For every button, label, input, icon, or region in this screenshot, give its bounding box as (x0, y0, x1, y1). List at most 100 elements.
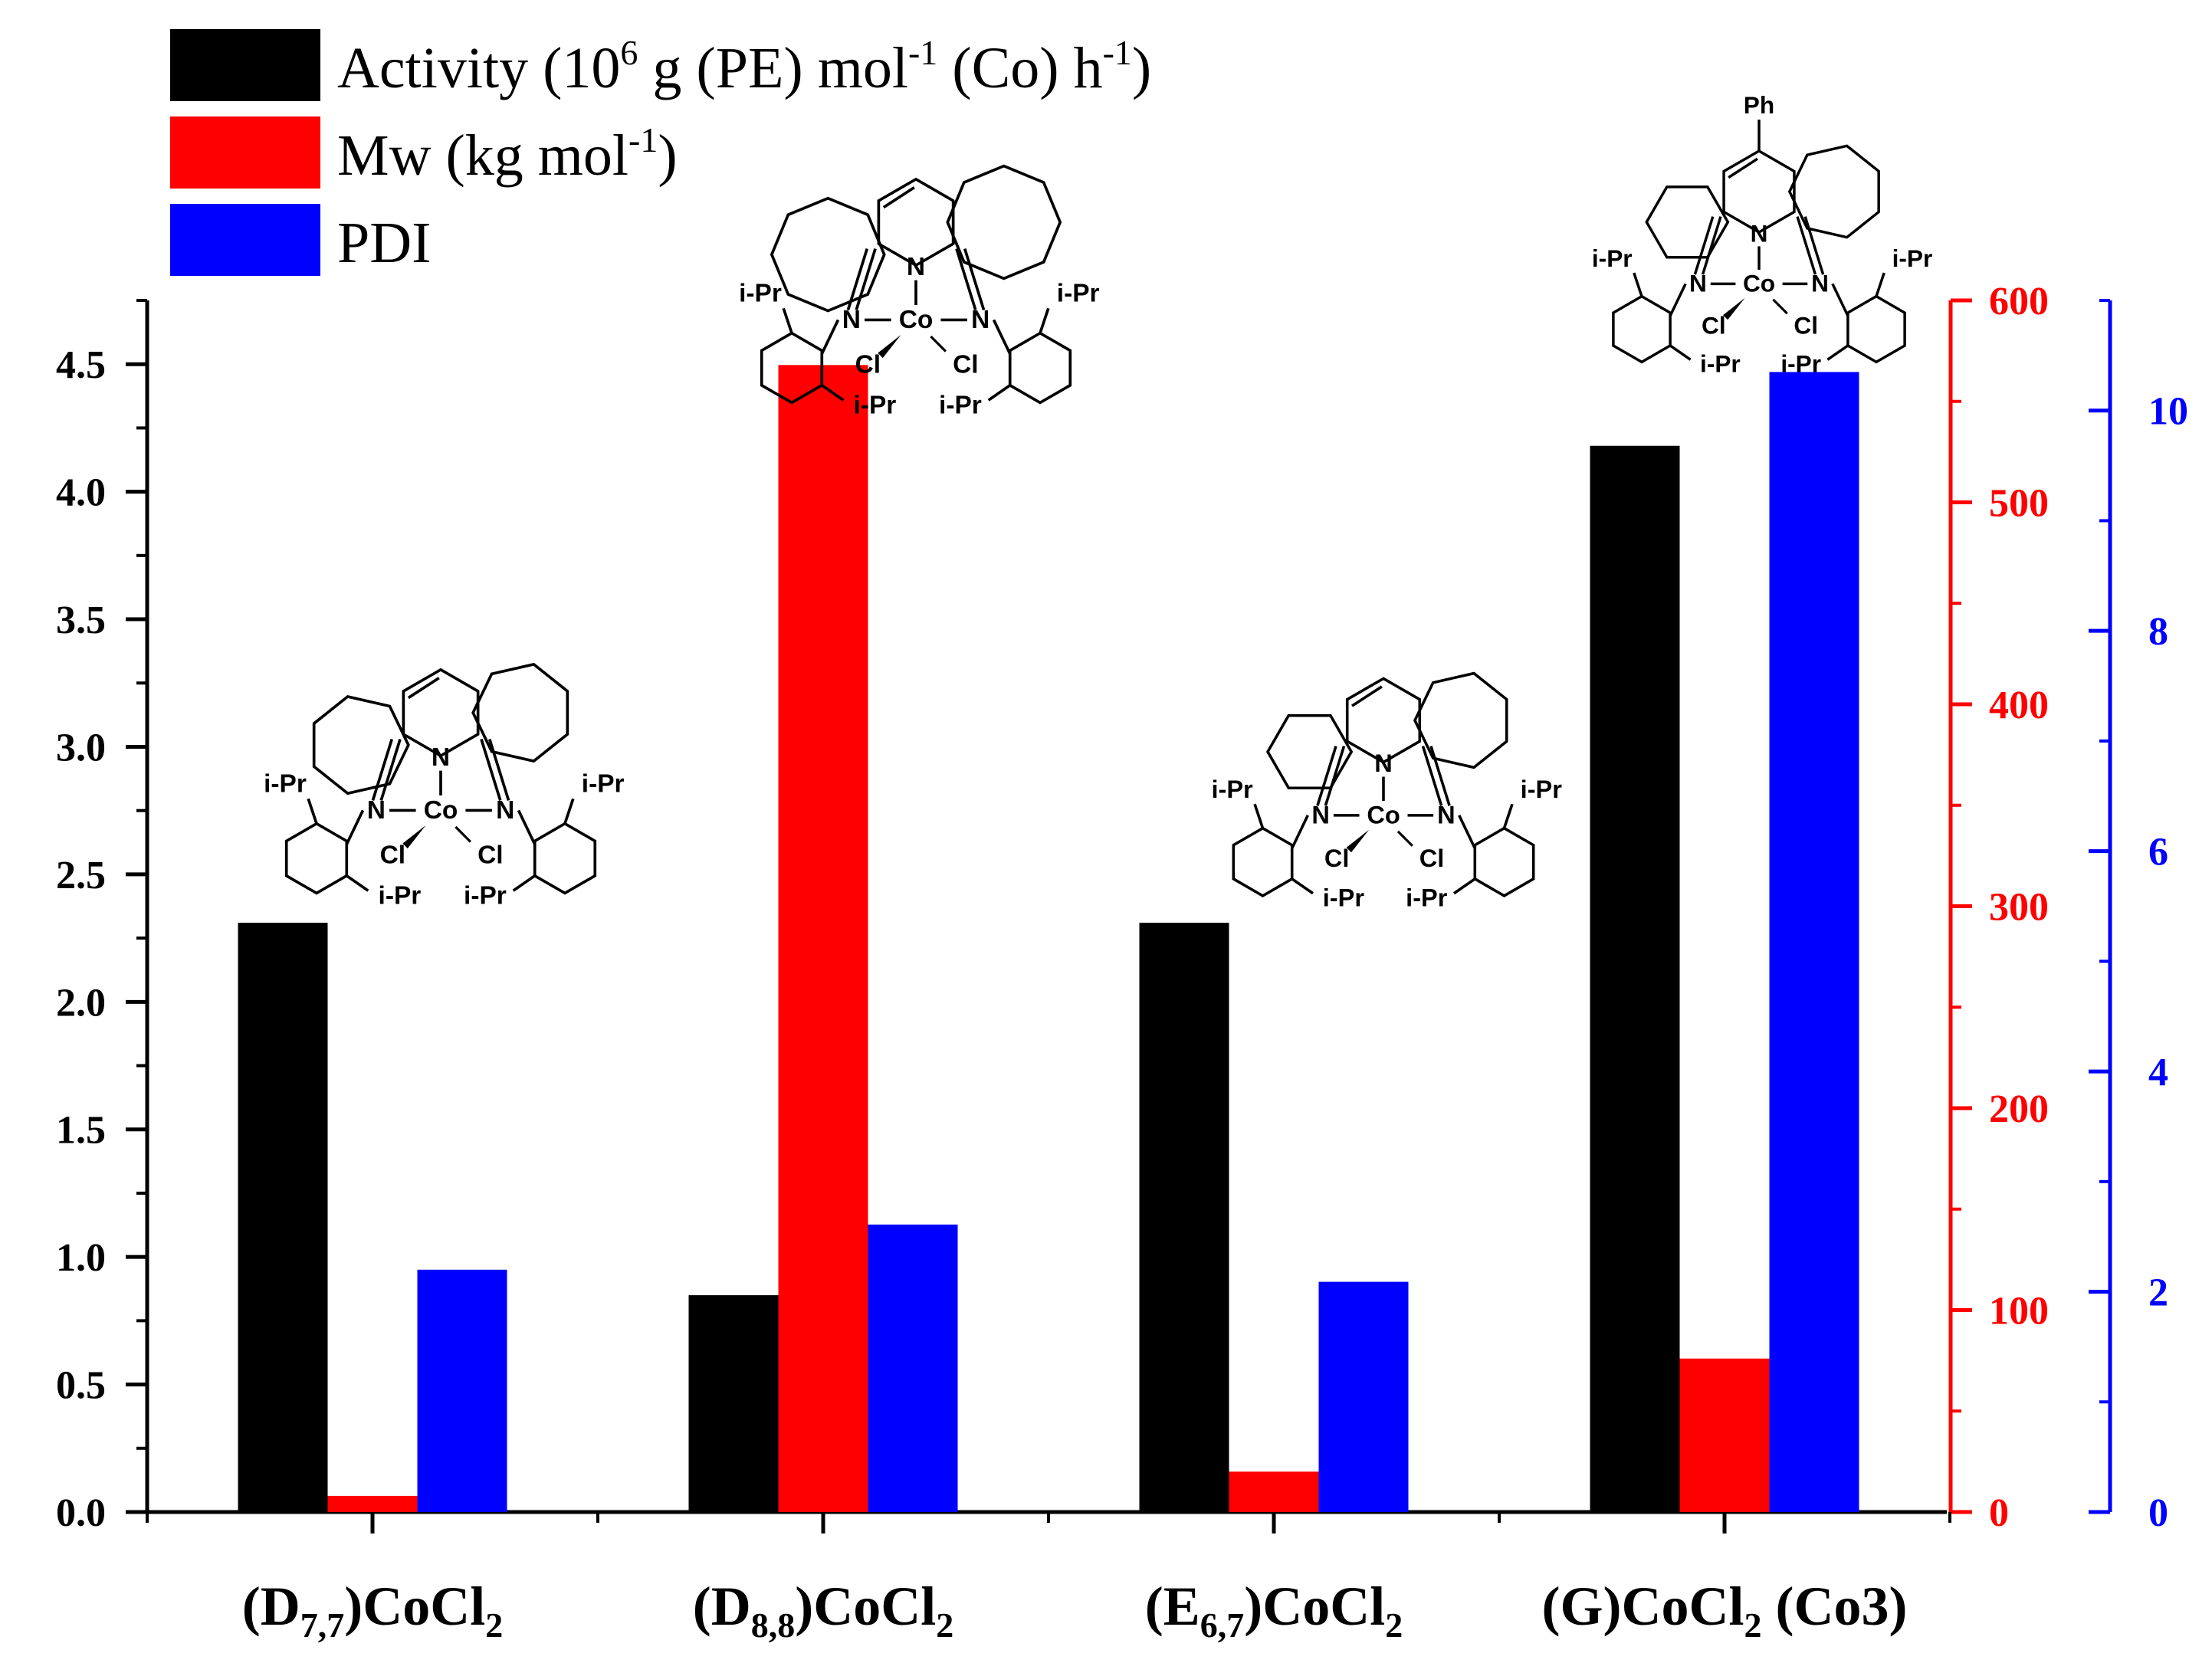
imine-n-label: N (1437, 801, 1456, 828)
cobalt-label: Co (1367, 801, 1400, 828)
isopropyl-label: i-Pr (1057, 280, 1100, 308)
left-cycloalkane-ring (770, 196, 886, 313)
bond (1693, 216, 1715, 275)
bond (1316, 746, 1337, 806)
axes: 0.00.51.01.52.02.53.03.54.04.50100200300… (56, 280, 2188, 1535)
imine-n-label: N (1689, 270, 1707, 297)
bond (1772, 298, 1788, 315)
right-axis-mw-tick-label: 500 (1989, 482, 2049, 526)
isopropyl-label: i-Pr (1592, 244, 1633, 272)
bond (882, 186, 915, 209)
bar-pdi-4 (1769, 372, 1859, 1512)
bond (407, 677, 440, 700)
bond (455, 825, 472, 843)
right-axis-pdi-tick-label: 8 (2148, 610, 2168, 654)
bond (1701, 216, 1722, 275)
pyridine-ring (402, 667, 480, 758)
cobalt-label: Co (1743, 270, 1775, 297)
right-axis-pdi-tick-label: 4 (2148, 1051, 2168, 1094)
bond (1429, 746, 1451, 806)
bond (1502, 803, 1514, 829)
bond (1826, 344, 1849, 361)
left-cycloalkane-ring (1645, 185, 1730, 259)
bar-pdi-3 (1318, 1281, 1409, 1512)
imine-n-label: N (1311, 801, 1330, 828)
isopropyl-label: i-Pr (939, 391, 982, 419)
bond (1291, 877, 1314, 895)
molecule-structure: N N N Co Cl Cl i-Pr i-Pr i-Pr i-Pr (739, 164, 1100, 419)
pyridine-n-label: N (432, 743, 450, 772)
bond (563, 798, 575, 825)
legend-swatch (170, 204, 320, 276)
cobalt-label: Co (899, 306, 934, 334)
category-labels: (D7,7)CoCl2 (D8,8)CoCl2 (E6,7)CoCl2 (G)CoCl… (242, 1576, 1908, 1645)
bond (480, 739, 502, 802)
left-axis-tick-label: 2.5 (56, 854, 106, 897)
molecule-structure: N N N Co Cl Cl i-Pr i-Pr i-Pr i-Pr (1211, 671, 1562, 912)
bar-activity-1 (238, 923, 328, 1512)
imine-n-label: N (971, 306, 989, 334)
bond (371, 739, 393, 802)
right-cycloalkane-ring (946, 164, 1062, 280)
bars (238, 365, 1859, 1512)
chloride-label: Cl (1794, 312, 1818, 339)
bond (955, 248, 977, 311)
bar-pdi-2 (868, 1224, 958, 1512)
isopropyl-label: i-Pr (739, 280, 782, 308)
left-aryl-ring (760, 331, 824, 405)
isopropyl-label: i-Pr (264, 770, 307, 799)
left-axis-tick-label: 0.0 (56, 1491, 106, 1535)
isopropyl-label: i-Pr (854, 391, 897, 419)
right-cycloalkane-ring (1413, 671, 1508, 769)
chloride-label: Cl (1324, 845, 1350, 872)
right-axis-mw-tick-label: 0 (1989, 1491, 2009, 1535)
right-aryl-ring (1846, 294, 1906, 364)
bond (1875, 272, 1885, 297)
bond (1396, 830, 1413, 847)
left-axis-tick-label: 3.5 (56, 599, 106, 642)
right-axis-mw-tick-label: 400 (1989, 684, 2049, 727)
bar-activity-4 (1590, 445, 1680, 1512)
bond (1351, 685, 1383, 707)
bond (855, 248, 877, 311)
pyridine-ring (1345, 677, 1422, 764)
legend-swatch (170, 29, 320, 101)
bond (512, 874, 536, 892)
category-label: (G)CoCl2 (Co3) (1542, 1576, 1908, 1645)
isopropyl-label: i-Pr (1406, 884, 1448, 912)
bond (1253, 803, 1265, 829)
bond (782, 307, 793, 334)
left-axis-tick-label: 4.5 (56, 343, 106, 387)
left-aryl-ring (1232, 826, 1294, 897)
chloride-label: Cl (380, 841, 405, 870)
right-axis-mw-tick-label: 300 (1989, 886, 2049, 930)
bond (1796, 216, 1817, 275)
bond (821, 384, 845, 402)
bond (488, 739, 510, 802)
bond (346, 874, 369, 892)
right-axis-pdi-tick-label: 6 (2148, 831, 2168, 874)
category-label: (D7,7)CoCl2 (242, 1576, 503, 1645)
molecule-structure: Ph N N N Co Cl Cl i-Pr i-Pr i-Pr i-Pr (1592, 91, 1932, 378)
right-axis-mw-tick-label: 600 (1989, 280, 2049, 323)
left-axis-tick-label: 3.0 (56, 726, 106, 769)
legend-label: Activity (106 g (PE) mol-1 (Co) h-1) (337, 33, 1151, 100)
category-label: (D8,8)CoCl2 (693, 1576, 953, 1645)
isopropyl-label: i-Pr (1892, 244, 1933, 272)
left-cycloalkane-ring (1265, 713, 1354, 790)
pyridine-ring (1722, 149, 1796, 235)
isopropyl-label: i-Pr (1780, 350, 1821, 378)
bond (1452, 877, 1476, 895)
bar-mw-3 (1229, 1471, 1319, 1512)
isopropyl-label: i-Pr (464, 881, 507, 910)
category-label: (E6,7)CoCl2 (1145, 1576, 1403, 1645)
pyridine-n-label: N (1374, 749, 1393, 777)
left-axis-tick-label: 1.5 (56, 1109, 106, 1153)
bond (1831, 283, 1849, 317)
bond (1039, 307, 1050, 334)
bar-activity-3 (1139, 923, 1229, 1512)
legend-label: PDI (337, 211, 431, 275)
right-axis-pdi-tick-label: 2 (2148, 1271, 2168, 1315)
bond (987, 384, 1011, 402)
bar-pdi-1 (417, 1269, 507, 1512)
